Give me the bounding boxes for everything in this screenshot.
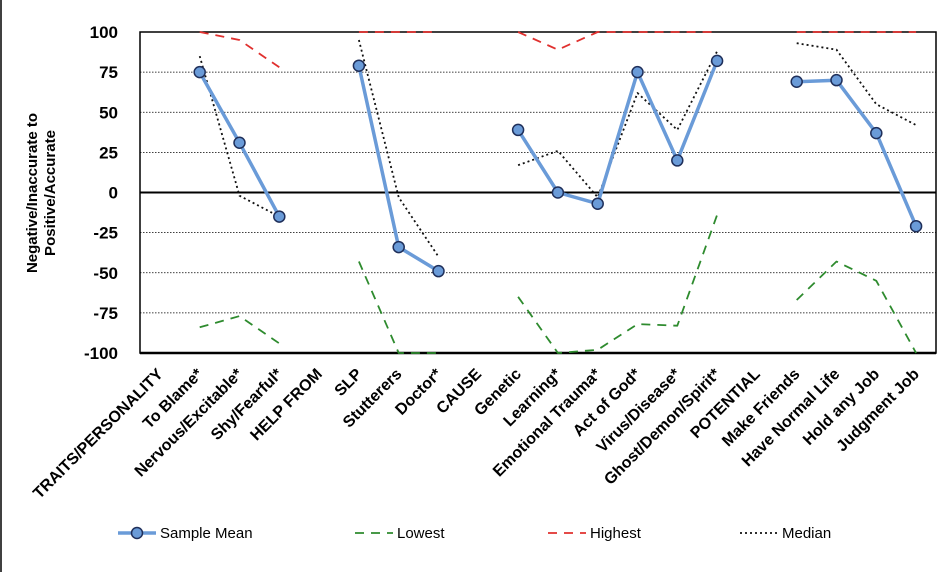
data-point-sample-mean xyxy=(352,59,366,72)
data-point-sample-mean xyxy=(233,136,246,149)
series-layer xyxy=(193,31,923,354)
series-line-lowest xyxy=(358,261,439,354)
series-line-median xyxy=(517,50,718,199)
y-axis-title: Negative/Inaccurate toPositive/Accurate xyxy=(24,113,59,273)
series-line-lowest xyxy=(517,214,718,354)
series-line-lowest xyxy=(796,260,917,354)
data-point-sample-mean xyxy=(671,154,684,167)
series-line-lowest xyxy=(199,315,280,345)
data-point-sample-mean xyxy=(830,73,843,87)
series-line-highest xyxy=(517,31,718,51)
legend-label: Sample Mean xyxy=(160,525,253,542)
data-point-sample-mean xyxy=(511,123,525,137)
data-point-sample-mean xyxy=(909,219,923,233)
data-point-sample-mean xyxy=(432,264,445,278)
y-tick-label: 100 xyxy=(90,23,118,42)
legend-label: Highest xyxy=(590,525,642,542)
series-line-sample-mean xyxy=(796,78,918,227)
data-point-sample-mean xyxy=(551,186,565,199)
x-tick-label: TRAITS/PERSONALITY xyxy=(30,366,167,503)
grid-layer xyxy=(140,71,936,314)
data-point-sample-mean xyxy=(392,240,405,254)
legend-marker xyxy=(130,526,144,540)
data-point-sample-mean xyxy=(870,126,883,140)
data-point-sample-mean xyxy=(710,54,724,68)
data-point-sample-mean xyxy=(273,210,286,223)
y-axis-title-line: Positive/Accurate xyxy=(42,130,59,256)
series-line-sample-mean xyxy=(516,60,719,206)
x-tick-label: HELP FROM xyxy=(247,366,325,444)
label-layer: 100 75 50 25 0 -25 -50 -75 -100 Negative/Inaccura… xyxy=(24,23,923,502)
y-tick-label: -100 xyxy=(84,344,118,363)
y-tick-label: 0 xyxy=(109,184,118,203)
y-tick-label: 50 xyxy=(99,103,118,122)
legend-label: Lowest xyxy=(397,525,445,542)
data-point-sample-mean xyxy=(790,75,803,89)
legend: Sample Mean Lowest Highest Median xyxy=(118,525,831,542)
data-point-sample-mean xyxy=(591,197,604,210)
x-tick-label: SLP xyxy=(332,366,366,400)
series-line-highest xyxy=(199,31,280,69)
data-point-sample-mean xyxy=(631,65,644,79)
y-tick-label: -25 xyxy=(93,224,118,243)
series-line-median xyxy=(796,42,917,126)
y-tick-label: -50 xyxy=(93,264,118,283)
data-point-sample-mean xyxy=(193,65,206,79)
series-line-median xyxy=(198,55,280,218)
y-axis-title-line: Negative/Inaccurate to xyxy=(24,113,41,273)
y-tick-label: 75 xyxy=(99,63,118,82)
y-tick-label: 25 xyxy=(99,143,118,162)
legend-label: Median xyxy=(782,525,831,542)
series-line-sample-mean xyxy=(357,65,440,273)
y-tick-label: -75 xyxy=(93,304,118,323)
axis-layer xyxy=(139,31,937,355)
